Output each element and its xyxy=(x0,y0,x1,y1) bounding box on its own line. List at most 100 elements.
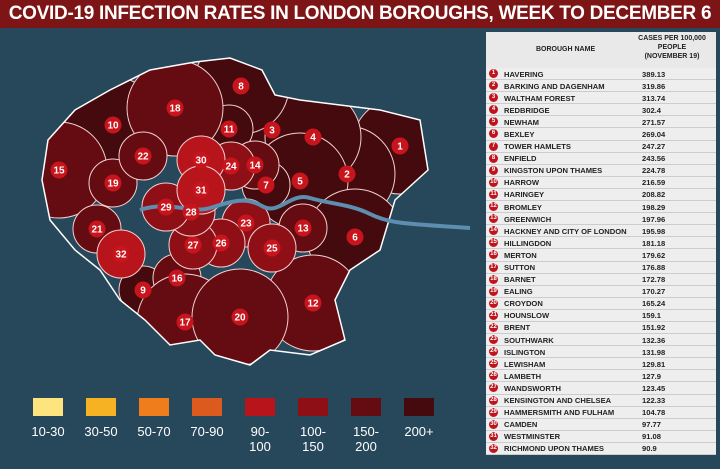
legend-item: 100-150 xyxy=(295,398,331,454)
borough-value: 90.9 xyxy=(642,444,657,454)
borough-number: 5 xyxy=(297,177,303,188)
rank: 11 xyxy=(489,189,498,199)
borough-number: 8 xyxy=(238,82,244,93)
legend-swatch xyxy=(298,398,328,416)
borough-badge xyxy=(294,219,312,237)
table-row: 3 WALTHAM FOREST 313.74 xyxy=(486,92,716,105)
borough-number: 24 xyxy=(225,162,237,173)
borough-badge xyxy=(182,203,200,221)
rank: 24 xyxy=(489,347,498,357)
borough-value: 132.36 xyxy=(642,335,666,345)
borough-badge xyxy=(304,128,322,146)
borough-value: 243.56 xyxy=(642,154,666,164)
legend-label: 50-70 xyxy=(137,424,171,439)
borough-badge xyxy=(166,99,184,117)
borough-name: KENSINGTON AND CHELSEA xyxy=(504,396,612,406)
borough-number: 14 xyxy=(249,161,261,172)
borough-number: 1 xyxy=(397,142,403,153)
legend-swatch xyxy=(139,398,169,416)
legend-item: 10-30 xyxy=(30,398,66,439)
borough-badge xyxy=(50,161,68,179)
borough-value: 97.77 xyxy=(642,420,662,430)
borough-number: 10 xyxy=(107,121,119,132)
legend-item: 150-200 xyxy=(348,398,384,454)
table-header: BOROUGH NAME CASES PER 100,000 PEOPLE (N… xyxy=(486,32,716,68)
legend-label: 100-150 xyxy=(299,424,327,454)
borough-number: 21 xyxy=(91,225,103,236)
borough-name: ENFIELD xyxy=(504,154,537,164)
legend-swatch xyxy=(86,398,116,416)
borough-badge xyxy=(222,157,240,175)
table-row: 14 HACKNEY AND CITY OF LONDON 195.98 xyxy=(486,225,716,238)
borough-badge xyxy=(391,137,409,155)
borough-number: 29 xyxy=(160,203,172,214)
borough-value: 247.27 xyxy=(642,142,666,152)
borough-value: 151.92 xyxy=(642,323,666,333)
river-thames xyxy=(139,195,471,230)
rank: 1 xyxy=(489,69,498,78)
borough-badge xyxy=(192,181,210,199)
borough-number: 15 xyxy=(53,166,65,177)
table-row: 9 KINGSTON UPON THAMES 224.78 xyxy=(486,164,716,177)
borough-number: 13 xyxy=(297,224,309,235)
borough-number: 16 xyxy=(171,274,183,285)
table-row: 28 KENSINGTON AND CHELSEA 122.33 xyxy=(486,394,716,407)
borough-value: 122.33 xyxy=(642,396,666,406)
borough-name: BARKING AND DAGENHAM xyxy=(504,81,605,91)
borough-number: 6 xyxy=(352,233,358,244)
borough-value: 127.9 xyxy=(642,371,662,381)
borough-name: SUTTON xyxy=(504,263,536,272)
rank: 9 xyxy=(489,165,498,175)
borough-name: WALTHAM FOREST xyxy=(504,93,576,103)
borough-badge xyxy=(184,236,202,254)
table-row: 7 TOWER HAMLETS 247.27 xyxy=(486,140,716,153)
borough-name: EALING xyxy=(504,287,533,297)
legend-swatch xyxy=(33,398,63,416)
legend-label: 10-30 xyxy=(31,424,65,439)
borough-badge xyxy=(104,116,122,134)
borough-badge xyxy=(237,214,255,232)
borough-badge xyxy=(134,147,152,165)
borough-value: 131.98 xyxy=(642,347,666,357)
borough-value: 159.1 xyxy=(642,311,662,321)
legend-swatch xyxy=(245,398,275,416)
rank: 29 xyxy=(489,407,498,417)
borough-badge xyxy=(134,281,152,299)
borough-value: 389.13 xyxy=(642,69,666,79)
header-value: CASES PER 100,000 PEOPLE (NOVEMBER 19) xyxy=(638,35,706,60)
borough-badge xyxy=(263,121,281,139)
table-row: 29 HAMMERSMITH AND FULHAM 104.78 xyxy=(486,406,716,419)
title: COVID-19 INFECTION RATES IN LONDON BOROU… xyxy=(0,0,720,28)
rank: 13 xyxy=(489,214,498,224)
rank: 23 xyxy=(489,335,498,345)
legend-swatch xyxy=(351,398,381,416)
rank: 8 xyxy=(489,153,498,163)
borough-name: GREENWICH xyxy=(504,214,552,224)
borough-number: 3 xyxy=(269,126,275,137)
rank: 3 xyxy=(489,93,498,103)
legend-item: 70-90 xyxy=(189,398,225,439)
borough-value: 302.4 xyxy=(642,105,662,115)
table-row: 26 LAMBETH 127.9 xyxy=(486,370,716,383)
borough-value: 123.45 xyxy=(642,383,666,393)
borough-name: SOUTHWARK xyxy=(504,335,554,345)
rank: 6 xyxy=(489,129,498,139)
borough-value: 165.24 xyxy=(642,299,666,309)
borough-name: BRENT xyxy=(504,323,531,333)
table-row: 27 WANDSWORTH 123.45 xyxy=(486,382,716,395)
borough-badge xyxy=(168,269,186,287)
borough-number: 20 xyxy=(234,313,246,324)
borough-value: 216.59 xyxy=(642,178,666,188)
rank: 5 xyxy=(489,117,498,127)
borough-value: 176.88 xyxy=(642,263,666,272)
borough-name: REDBRIDGE xyxy=(504,105,550,115)
borough-badge xyxy=(104,174,122,192)
borough-value: 129.81 xyxy=(642,359,666,369)
borough-value: 198.29 xyxy=(642,202,666,212)
borough-name: HAMMERSMITH AND FULHAM xyxy=(504,408,615,418)
borough-badge xyxy=(246,156,264,174)
rank: 2 xyxy=(489,81,498,91)
borough-name: HAVERING xyxy=(504,69,544,79)
rank: 22 xyxy=(489,322,498,332)
